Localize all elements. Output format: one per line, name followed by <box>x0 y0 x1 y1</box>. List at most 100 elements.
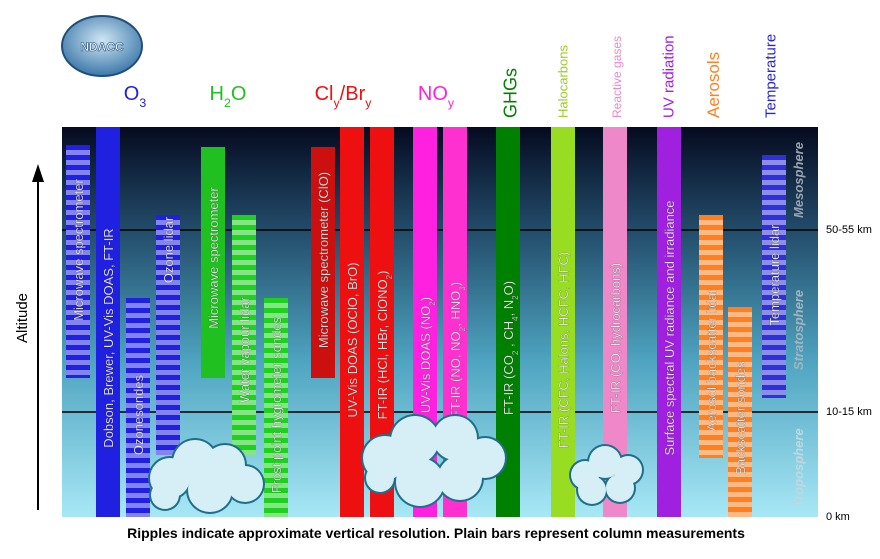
instrument-bar <box>96 127 120 517</box>
instrument-label: Microwave spectrometer <box>71 179 86 321</box>
subscript: 2 <box>224 96 231 110</box>
altitude-label: 10-15 km <box>826 406 872 418</box>
instrument-label: UV-Vis DOAS (NO2) <box>418 297 437 413</box>
cloud <box>578 476 606 504</box>
label-part: /Br <box>340 83 366 105</box>
label-part: Cl <box>315 83 334 105</box>
label-part: Aerosol backscatter lidar <box>704 288 719 431</box>
subscript: y <box>365 96 372 110</box>
label-part: ) <box>448 282 463 286</box>
label-part: Temperature <box>762 34 779 118</box>
cloud <box>589 446 621 478</box>
instrument-label: FT-IR (CO, hydrocarbons) <box>608 263 623 413</box>
instrument-bar <box>201 147 225 378</box>
label-part: Temperature lidar <box>767 224 782 326</box>
subscript: 2 <box>385 274 394 279</box>
subscript: 2 <box>428 301 437 306</box>
label-part: , CH <box>501 321 516 351</box>
instrument-bar <box>311 147 335 378</box>
instrument-bar <box>551 127 575 517</box>
label-part: Microwave spectrometer <box>206 187 221 329</box>
instrument-bar <box>340 127 364 517</box>
label-part: Microwave spectrometer <box>71 179 86 321</box>
subscript: 3 <box>458 286 467 291</box>
label-part: Ozonesondes <box>131 374 146 455</box>
instrument-bar <box>264 298 288 517</box>
clouds <box>148 414 644 514</box>
cloud <box>151 481 179 509</box>
subscript: 4 <box>511 316 520 321</box>
logo-text: NDACC <box>80 40 124 54</box>
altitude-axis: Altitude <box>14 164 44 510</box>
group-header: Aerosols <box>704 52 723 118</box>
subscript: 2 <box>458 326 467 331</box>
label-part: Water vapour lidar <box>237 296 252 402</box>
layer-label: Mesosphere <box>791 142 806 218</box>
label-part: Surface spectral UV radiance and irradia… <box>662 200 677 455</box>
subscript: 2 <box>511 350 520 355</box>
subscript: 2 <box>511 295 520 300</box>
altitude-label: 50-55 km <box>826 224 872 236</box>
altitude-label: 0 km <box>826 511 850 523</box>
group-header: NOy <box>418 83 455 110</box>
instrument-label: FT-IR (NO, NO2, HNO3) <box>448 282 467 418</box>
cloud <box>366 464 394 492</box>
group-header: Halocarbons <box>556 45 571 118</box>
cloud <box>438 456 482 500</box>
layer-label: Stratosphere <box>791 290 806 370</box>
label-part: ) <box>375 271 390 275</box>
label-part: O <box>231 83 247 105</box>
instrument-label: Water vapour lidar <box>237 296 252 402</box>
footer: Ripples indicate approximate vertical re… <box>127 525 745 541</box>
cloud <box>188 468 232 512</box>
instrument-label: Ozone lidar <box>161 216 176 283</box>
group-header: Reactive gases <box>610 36 624 118</box>
label-part: UV-Vis DOAS (NO <box>418 306 433 413</box>
label-part: Dobson, Brewer, UV-Vis DOAS, FT-IR <box>101 228 116 447</box>
label-part: , N <box>501 300 516 317</box>
instrument-label: Aerosol backscatter lidar <box>704 288 719 431</box>
group-header: Temperature <box>762 34 779 118</box>
cloud <box>433 416 477 460</box>
label-part: UV-Vis DOAS (OClO, BrO) <box>345 262 360 417</box>
label-part: Aerosols <box>704 52 723 118</box>
instrument-label: Surface spectral UV radiance and irradia… <box>662 200 677 455</box>
instrument-bar <box>728 307 752 517</box>
axis-label: Altitude <box>14 293 31 343</box>
cloud <box>391 416 439 464</box>
label-part: UV radiation <box>660 35 677 118</box>
instrument-label: Frost point hygrometer sondes <box>269 316 284 493</box>
cloud <box>396 458 444 506</box>
instrument-label: Microwave spectrometer (ClO) <box>316 172 331 348</box>
layer-label: Troposphere <box>791 428 806 507</box>
instrument-label: Temperature lidar <box>767 224 782 326</box>
label-part: Microwave spectrometer (ClO) <box>316 172 331 348</box>
label-part: H <box>210 83 224 105</box>
instrument-label: Ozonesondes <box>131 374 146 455</box>
cloud <box>606 474 634 502</box>
instrument-bar <box>232 215 256 455</box>
instrument-label: FT-IR (CFC, Halons, HCFC, HFC) <box>556 252 571 448</box>
label-part: Reactive gases <box>610 36 624 118</box>
label-part: FT-IR (NO, NO <box>448 331 463 418</box>
subscript: y <box>448 96 455 110</box>
label-part: Ozone lidar <box>161 216 176 283</box>
instrument-label: UV-Vis DOAS (OClO, BrO) <box>345 262 360 417</box>
label-part: GHGs <box>500 68 520 118</box>
label-part: NO <box>418 83 448 105</box>
group-header: GHGs <box>500 68 520 118</box>
instrument-label: Microwave spectrometer <box>206 187 221 329</box>
instrument-label: Backscatter sondes <box>733 361 748 475</box>
label-part: O) <box>501 281 516 295</box>
subscript: y <box>333 96 340 110</box>
cloud <box>227 466 263 502</box>
subscript: 3 <box>139 96 146 110</box>
instrument-bar <box>66 145 90 378</box>
instrument-label: Dobson, Brewer, UV-Vis DOAS, FT-IR <box>101 228 116 447</box>
label-part: ) <box>418 297 433 301</box>
instrument-bar <box>156 215 180 455</box>
label-part: FT-IR (CO <box>501 355 516 415</box>
label-part: Backscatter sondes <box>733 361 748 475</box>
instrument-bar <box>699 215 723 458</box>
